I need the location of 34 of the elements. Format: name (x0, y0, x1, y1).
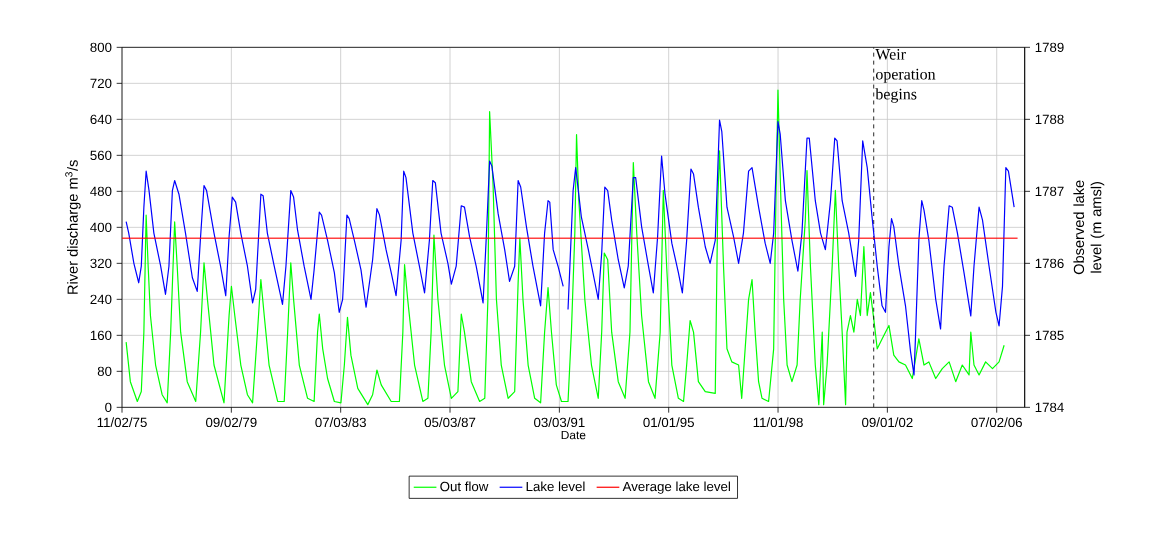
y-tick-label: 640 (90, 114, 112, 124)
y-tick-label: 320 (90, 258, 112, 268)
y-tick-label: 480 (90, 186, 112, 196)
y2-axis-title: Observed lake level (m amsl) (1073, 180, 1105, 274)
y-tick-label: 400 (90, 222, 112, 232)
y-tick-label: 720 (90, 78, 112, 88)
y2-tick-label: 1789 (1035, 42, 1064, 52)
x-tick-label: 07/02/06 (971, 417, 1022, 427)
x-tick-label: 09/02/79 (206, 417, 257, 427)
x-tick-label: 07/03/83 (315, 417, 366, 427)
y-tick-label: 160 (90, 330, 112, 340)
y-tick-label: 0 (105, 402, 112, 412)
x-tick-label: 11/02/75 (97, 417, 147, 427)
y-tick-label: 560 (90, 150, 112, 160)
legend-label: Lake level (526, 481, 585, 492)
y-tick-label: 800 (90, 42, 112, 52)
x-axis-title: Date (561, 430, 586, 440)
line-series (125, 89, 1005, 406)
y-axis-title: River discharge m$^{3}$/s (65, 159, 81, 294)
x-tick-label: 01/01/95 (643, 417, 694, 427)
y2-tick-label: 1784 (1035, 402, 1064, 412)
y-tick-label: 240 (90, 294, 112, 304)
y2-tick-label: 1786 (1035, 258, 1064, 268)
y2-tick-label: 1785 (1035, 330, 1064, 340)
x-tick-label: 09/01/02 (862, 417, 913, 427)
y-tick-label: 80 (97, 366, 112, 376)
x-tick-label: 11/01/98 (753, 417, 803, 427)
ref-line-label: Weir operation begins (875, 48, 936, 103)
x-tick-label: 03/03/91 (534, 417, 585, 427)
legend-label: Out flow (440, 481, 489, 492)
legend-label: Average lake level (622, 481, 730, 494)
x-tick-label: 05/03/87 (424, 417, 476, 427)
y2-tick-label: 1788 (1035, 114, 1064, 124)
y2-tick-label: 1787 (1035, 186, 1064, 196)
